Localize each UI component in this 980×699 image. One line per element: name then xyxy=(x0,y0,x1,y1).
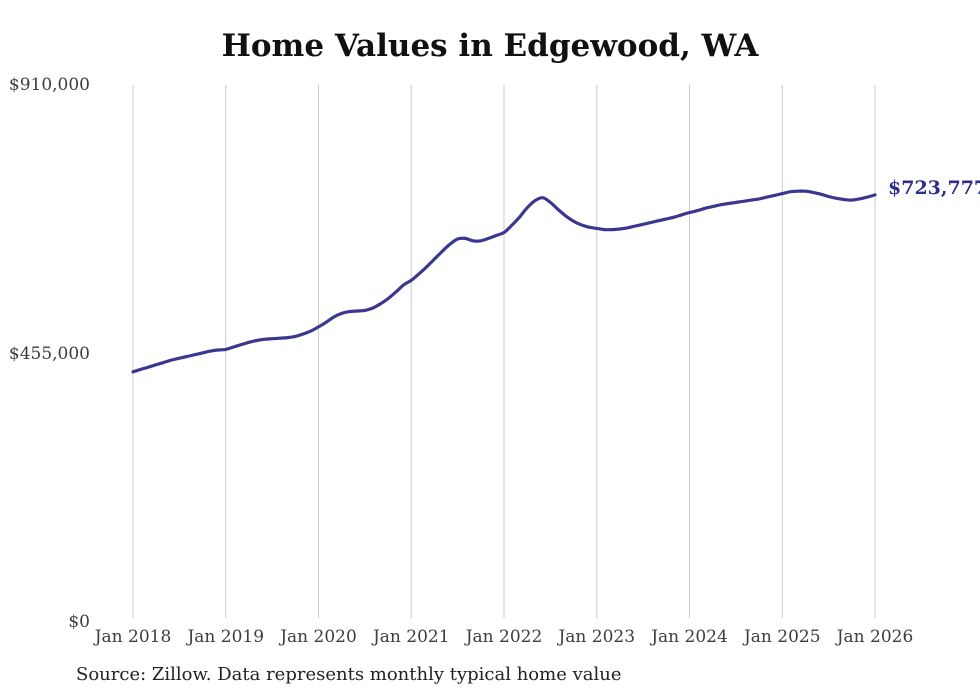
chart-title: Home Values in Edgewood, WA xyxy=(221,28,759,64)
x-tick-label: Jan 2026 xyxy=(836,627,914,647)
x-tick-label: Jan 2021 xyxy=(372,627,450,647)
source-note: Source: Zillow. Data represents monthly … xyxy=(76,664,622,685)
x-tick-label: Jan 2025 xyxy=(743,627,821,647)
y-tick-label: $910,000 xyxy=(8,75,90,95)
x-tick-label: Jan 2023 xyxy=(558,627,636,647)
y-tick-label: $455,000 xyxy=(8,343,90,364)
latest-value-label: $723,777 xyxy=(888,176,980,199)
x-tick-label: Jan 2018 xyxy=(94,627,172,647)
x-tick-label: Jan 2020 xyxy=(280,627,357,647)
x-tick-label: Jan 2024 xyxy=(651,627,728,647)
home-value-series-line xyxy=(131,189,877,374)
x-tick-label: Jan 2019 xyxy=(187,627,265,647)
y-tick-label: $0 xyxy=(68,612,90,632)
x-tick-label: Jan 2022 xyxy=(465,627,543,647)
